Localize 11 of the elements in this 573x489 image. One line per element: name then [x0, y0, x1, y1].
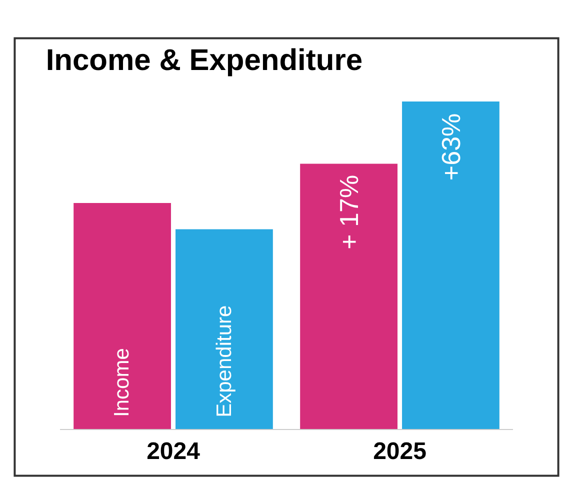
series-label: Income: [110, 348, 134, 417]
chart-title: Income & Expenditure: [46, 44, 363, 77]
bar: [74, 203, 171, 429]
annotation: + 17%: [334, 174, 364, 250]
x-tick-label: 2025: [373, 438, 426, 465]
series-label: Expenditure: [213, 305, 236, 418]
annotation: +63%: [436, 113, 466, 181]
bar: [176, 229, 273, 429]
bar: [402, 102, 500, 429]
bar: [300, 164, 398, 429]
x-tick-label: 2024: [146, 438, 201, 465]
